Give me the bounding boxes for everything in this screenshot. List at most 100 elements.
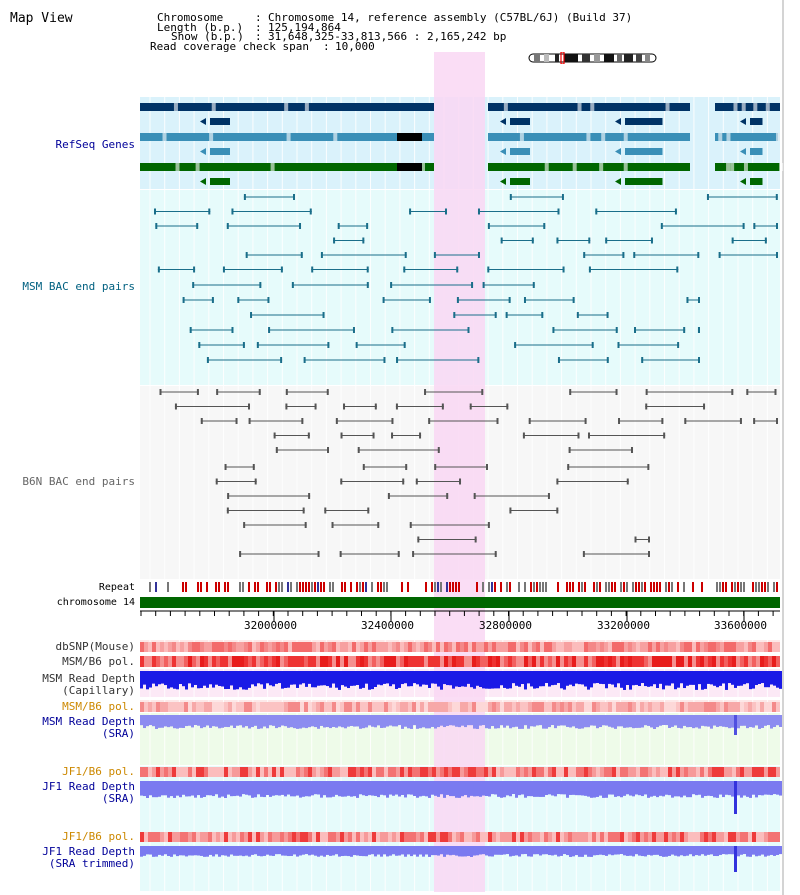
heat-cell (472, 656, 476, 667)
heat-cell (688, 656, 692, 667)
heat-cell (260, 832, 264, 842)
depth-bar (470, 781, 473, 796)
heat-cell (512, 702, 516, 712)
heat-cell (252, 656, 256, 667)
depth-bar (569, 846, 572, 857)
heat-cell (276, 642, 280, 652)
heat-cell (312, 656, 316, 667)
depth-bar (458, 671, 461, 687)
jf1-depth-trim-label[interactable]: JF1 Read Depth (42, 845, 135, 858)
heat-cell (632, 656, 636, 667)
depth-bar (749, 671, 752, 690)
refseq-track-label[interactable]: RefSeq Genes (55, 138, 135, 151)
heat-cell (212, 832, 216, 842)
heat-cell (676, 832, 680, 842)
depth-bar (614, 671, 617, 688)
gene-arrow (200, 148, 206, 155)
depth-bar (323, 715, 326, 728)
depth-bar (230, 846, 233, 855)
depth-bar (626, 846, 629, 856)
repeat-mark (518, 582, 520, 592)
depth-bar (254, 781, 257, 798)
depth-bar (590, 671, 593, 688)
depth-bar (776, 715, 779, 726)
jf1-b6-pol-2-label[interactable]: JF1/B6 pol. (62, 830, 135, 843)
heat-cell (352, 767, 356, 777)
depth-bar (716, 671, 719, 688)
heat-cell (772, 656, 776, 667)
repeat-mark (701, 582, 703, 592)
heat-cell (212, 642, 216, 652)
heat-cell (472, 832, 476, 842)
repeat-mark (761, 582, 763, 592)
msm-b6-pol-2-label[interactable]: MSM/B6 pol. (62, 700, 135, 713)
bac-end (606, 357, 609, 363)
heat-cell (672, 656, 676, 667)
jf1-depth-sra-label[interactable]: JF1 Read Depth (42, 780, 135, 793)
b6n-bac-track-label[interactable]: B6N BAC end pairs (22, 475, 135, 488)
heat-cell (616, 767, 620, 777)
heat-cell (348, 656, 352, 667)
bac-end (337, 223, 340, 229)
bac-end (366, 223, 369, 229)
heat-cell (652, 702, 656, 712)
bac-end (159, 389, 162, 395)
msm-depth-capillary-label[interactable]: MSM Read Depth (42, 672, 135, 685)
depth-bar (755, 846, 758, 857)
bac-end (182, 297, 185, 303)
depth-bar (674, 715, 677, 726)
depth-bar (338, 781, 341, 797)
depth-bar (665, 846, 668, 857)
heat-cell (424, 832, 428, 842)
depth-bar (530, 846, 533, 857)
heat-cell (404, 832, 408, 842)
depth-bar (149, 781, 152, 796)
bac-end (587, 432, 590, 439)
heat-cell (212, 767, 216, 777)
bac-end (237, 297, 240, 303)
depth-bar (719, 781, 722, 795)
heat-cell (364, 642, 368, 652)
bac-end (648, 536, 650, 543)
depth-bar (317, 671, 320, 686)
heat-cell (308, 702, 312, 712)
chromosome-ideogram[interactable] (528, 52, 658, 64)
heat-cell (180, 656, 184, 667)
heat-cell (280, 656, 284, 667)
gene-gap (599, 163, 604, 171)
dbsnp-track-label[interactable]: dbSNP(Mouse) (55, 640, 135, 653)
heat-cell (580, 702, 584, 712)
depth-bar (641, 671, 644, 684)
msm-b6-pol-track-label[interactable]: MSM/B6 pol. (62, 655, 135, 668)
depth-bar (431, 715, 434, 727)
gene-gap (623, 163, 628, 171)
depth-spike (734, 846, 737, 872)
heat-cell (176, 832, 180, 842)
depth-bar (245, 846, 248, 856)
heat-cell (508, 767, 512, 777)
jf1-b6-pol-label[interactable]: JF1/B6 pol. (62, 765, 135, 778)
depth-bar (203, 846, 206, 857)
depth-bar (272, 781, 275, 796)
depth-bar (347, 715, 350, 727)
heat-cell (644, 832, 648, 842)
heat-cell (524, 702, 528, 712)
heat-cell (304, 702, 308, 712)
heat-cell (644, 656, 648, 667)
depth-bar (206, 781, 209, 796)
msm-bac-track-label[interactable]: MSM BAC end pairs (22, 280, 135, 293)
repeat-mark (620, 582, 622, 592)
repeat-mark (509, 582, 511, 592)
heat-cell (204, 832, 208, 842)
msm-depth-sra-label[interactable]: MSM Read Depth (42, 715, 135, 728)
heat-cell (716, 702, 720, 712)
heat-cell (328, 832, 332, 842)
heat-cell (484, 832, 488, 842)
depth-bar (149, 671, 152, 688)
depth-bar (197, 846, 200, 856)
bac-end (352, 327, 355, 333)
depth-bar (425, 671, 428, 685)
repeat-mark (656, 582, 658, 592)
depth-bar (779, 715, 782, 727)
